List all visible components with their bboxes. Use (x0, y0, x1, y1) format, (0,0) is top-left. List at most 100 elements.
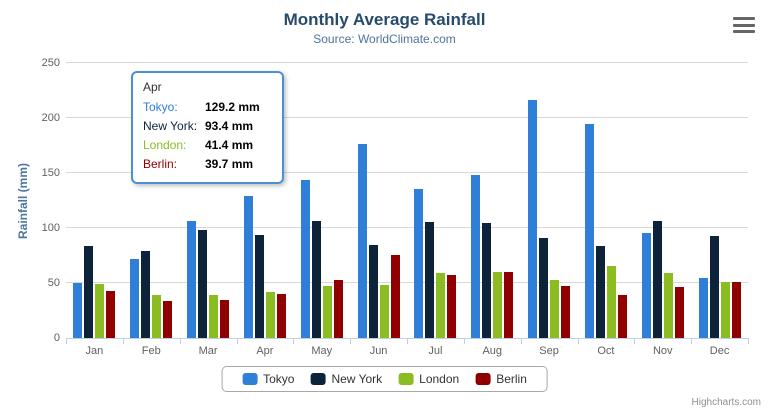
bar-new-york-dec[interactable] (709, 236, 719, 338)
bar-new-york-may[interactable] (311, 221, 321, 338)
bar-london-oct[interactable] (606, 266, 616, 338)
x-category-label: Aug (482, 345, 503, 357)
bar-berlin-dec[interactable] (731, 282, 741, 338)
bar-group-jul (407, 189, 464, 338)
bar-berlin-nov[interactable] (674, 287, 684, 338)
y-tick-label: 150 (41, 167, 60, 179)
bar-london-apr[interactable] (265, 292, 275, 338)
bar-berlin-mar[interactable] (220, 300, 230, 338)
y-tick-label: 100 (41, 222, 60, 234)
bar-tokyo-jun[interactable] (357, 144, 367, 338)
hamburger-icon (733, 23, 755, 27)
tooltip-series-value: 129.2 mm (205, 100, 260, 114)
bar-london-nov[interactable] (663, 273, 673, 338)
legend-item-berlin[interactable]: Berlin (475, 372, 527, 386)
x-category-label: Feb (141, 345, 161, 357)
x-category-label: Oct (597, 345, 615, 357)
bar-group-oct (578, 124, 635, 338)
y-tick-label: 50 (47, 277, 60, 289)
x-tick-mark (293, 338, 295, 344)
y-gridline (66, 227, 748, 228)
bar-london-mar[interactable] (209, 295, 219, 338)
bar-tokyo-aug[interactable] (471, 175, 481, 338)
bar-tokyo-oct[interactable] (584, 124, 594, 338)
legend-item-tokyo[interactable]: Tokyo (242, 372, 294, 386)
bar-new-york-oct[interactable] (595, 246, 605, 338)
tooltip-row: New York: 93.4 mm (143, 117, 272, 136)
x-tick-mark (520, 338, 522, 344)
x-tick-mark (179, 338, 181, 344)
bar-berlin-sep[interactable] (561, 286, 571, 338)
bar-berlin-jun[interactable] (390, 255, 400, 338)
bar-london-dec[interactable] (720, 282, 730, 338)
y-axis-title: Rainfall (mm) (16, 163, 30, 240)
x-tick-mark (748, 338, 749, 344)
x-category-label: Jan (85, 345, 104, 357)
bar-new-york-aug[interactable] (482, 223, 492, 338)
x-tick-mark (66, 338, 67, 344)
bar-berlin-apr[interactable] (276, 294, 286, 338)
bar-new-york-nov[interactable] (652, 221, 662, 338)
bar-group-mar (180, 221, 237, 338)
tooltip: Apr Tokyo: 129.2 mm New York: 93.4 mm London… (131, 71, 284, 184)
bar-new-york-jul[interactable] (425, 222, 435, 338)
bar-tokyo-dec[interactable] (698, 278, 708, 338)
bar-london-may[interactable] (322, 286, 332, 338)
bar-berlin-aug[interactable] (504, 272, 514, 338)
x-tick-mark (122, 338, 124, 344)
hamburger-icon (733, 17, 755, 20)
bar-london-jun[interactable] (379, 285, 389, 338)
bar-tokyo-jan[interactable] (73, 283, 83, 338)
x-category-label: Nov (652, 345, 673, 357)
tooltip-series-label: Tokyo: (143, 100, 178, 114)
legend-swatch-icon (475, 373, 491, 385)
bar-tokyo-may[interactable] (300, 180, 310, 338)
x-category-label: Apr (256, 345, 274, 357)
bar-tokyo-apr[interactable] (243, 196, 253, 338)
tooltip-category: Apr (143, 80, 162, 94)
legend-item-london[interactable]: London (398, 372, 459, 386)
bar-new-york-jun[interactable] (368, 245, 378, 338)
bar-new-york-sep[interactable] (539, 238, 549, 338)
bar-london-feb[interactable] (152, 295, 162, 338)
bar-london-jul[interactable] (436, 273, 446, 338)
bar-group-nov (634, 221, 691, 338)
bar-group-feb (123, 251, 180, 338)
bar-tokyo-jul[interactable] (414, 189, 424, 338)
legend-swatch-icon (398, 373, 414, 385)
bar-london-sep[interactable] (550, 280, 560, 338)
bar-berlin-jul[interactable] (447, 275, 457, 338)
bar-new-york-feb[interactable] (141, 251, 151, 338)
tooltip-series-value: 39.7 mm (205, 157, 254, 171)
legend-item-new-york[interactable]: New York (310, 372, 382, 386)
bar-berlin-jan[interactable] (106, 291, 116, 338)
bar-new-york-mar[interactable] (198, 230, 208, 338)
legend-label: London (419, 372, 460, 386)
y-gridline (66, 117, 748, 118)
x-tick-mark (350, 338, 352, 344)
bar-new-york-apr[interactable] (254, 235, 264, 338)
export-menu-button[interactable] (733, 17, 755, 33)
tooltip-series-label: London: (143, 138, 187, 152)
bar-tokyo-mar[interactable] (187, 221, 197, 338)
x-tick-mark (634, 338, 636, 344)
tooltip-series-value: 41.4 mm (205, 138, 254, 152)
y-tick-label: 0 (53, 332, 60, 344)
credits-link[interactable]: Highcharts.com (691, 397, 761, 408)
bar-tokyo-feb[interactable] (130, 259, 140, 338)
x-tick-mark (691, 338, 693, 344)
x-tick-mark (463, 338, 465, 344)
legend: Tokyo New York London Berlin (221, 366, 548, 392)
bar-group-may (293, 180, 350, 338)
bar-tokyo-nov[interactable] (641, 233, 651, 338)
bar-berlin-may[interactable] (333, 280, 343, 338)
bar-london-aug[interactable] (493, 272, 503, 338)
bar-group-jun (350, 144, 407, 338)
legend-label: New York (331, 372, 383, 386)
bar-london-jan[interactable] (95, 284, 105, 338)
bar-berlin-feb[interactable] (163, 301, 173, 338)
bar-berlin-oct[interactable] (617, 295, 627, 338)
y-tick-label: 250 (41, 57, 60, 69)
bar-new-york-jan[interactable] (84, 246, 94, 338)
bar-tokyo-sep[interactable] (528, 100, 538, 338)
